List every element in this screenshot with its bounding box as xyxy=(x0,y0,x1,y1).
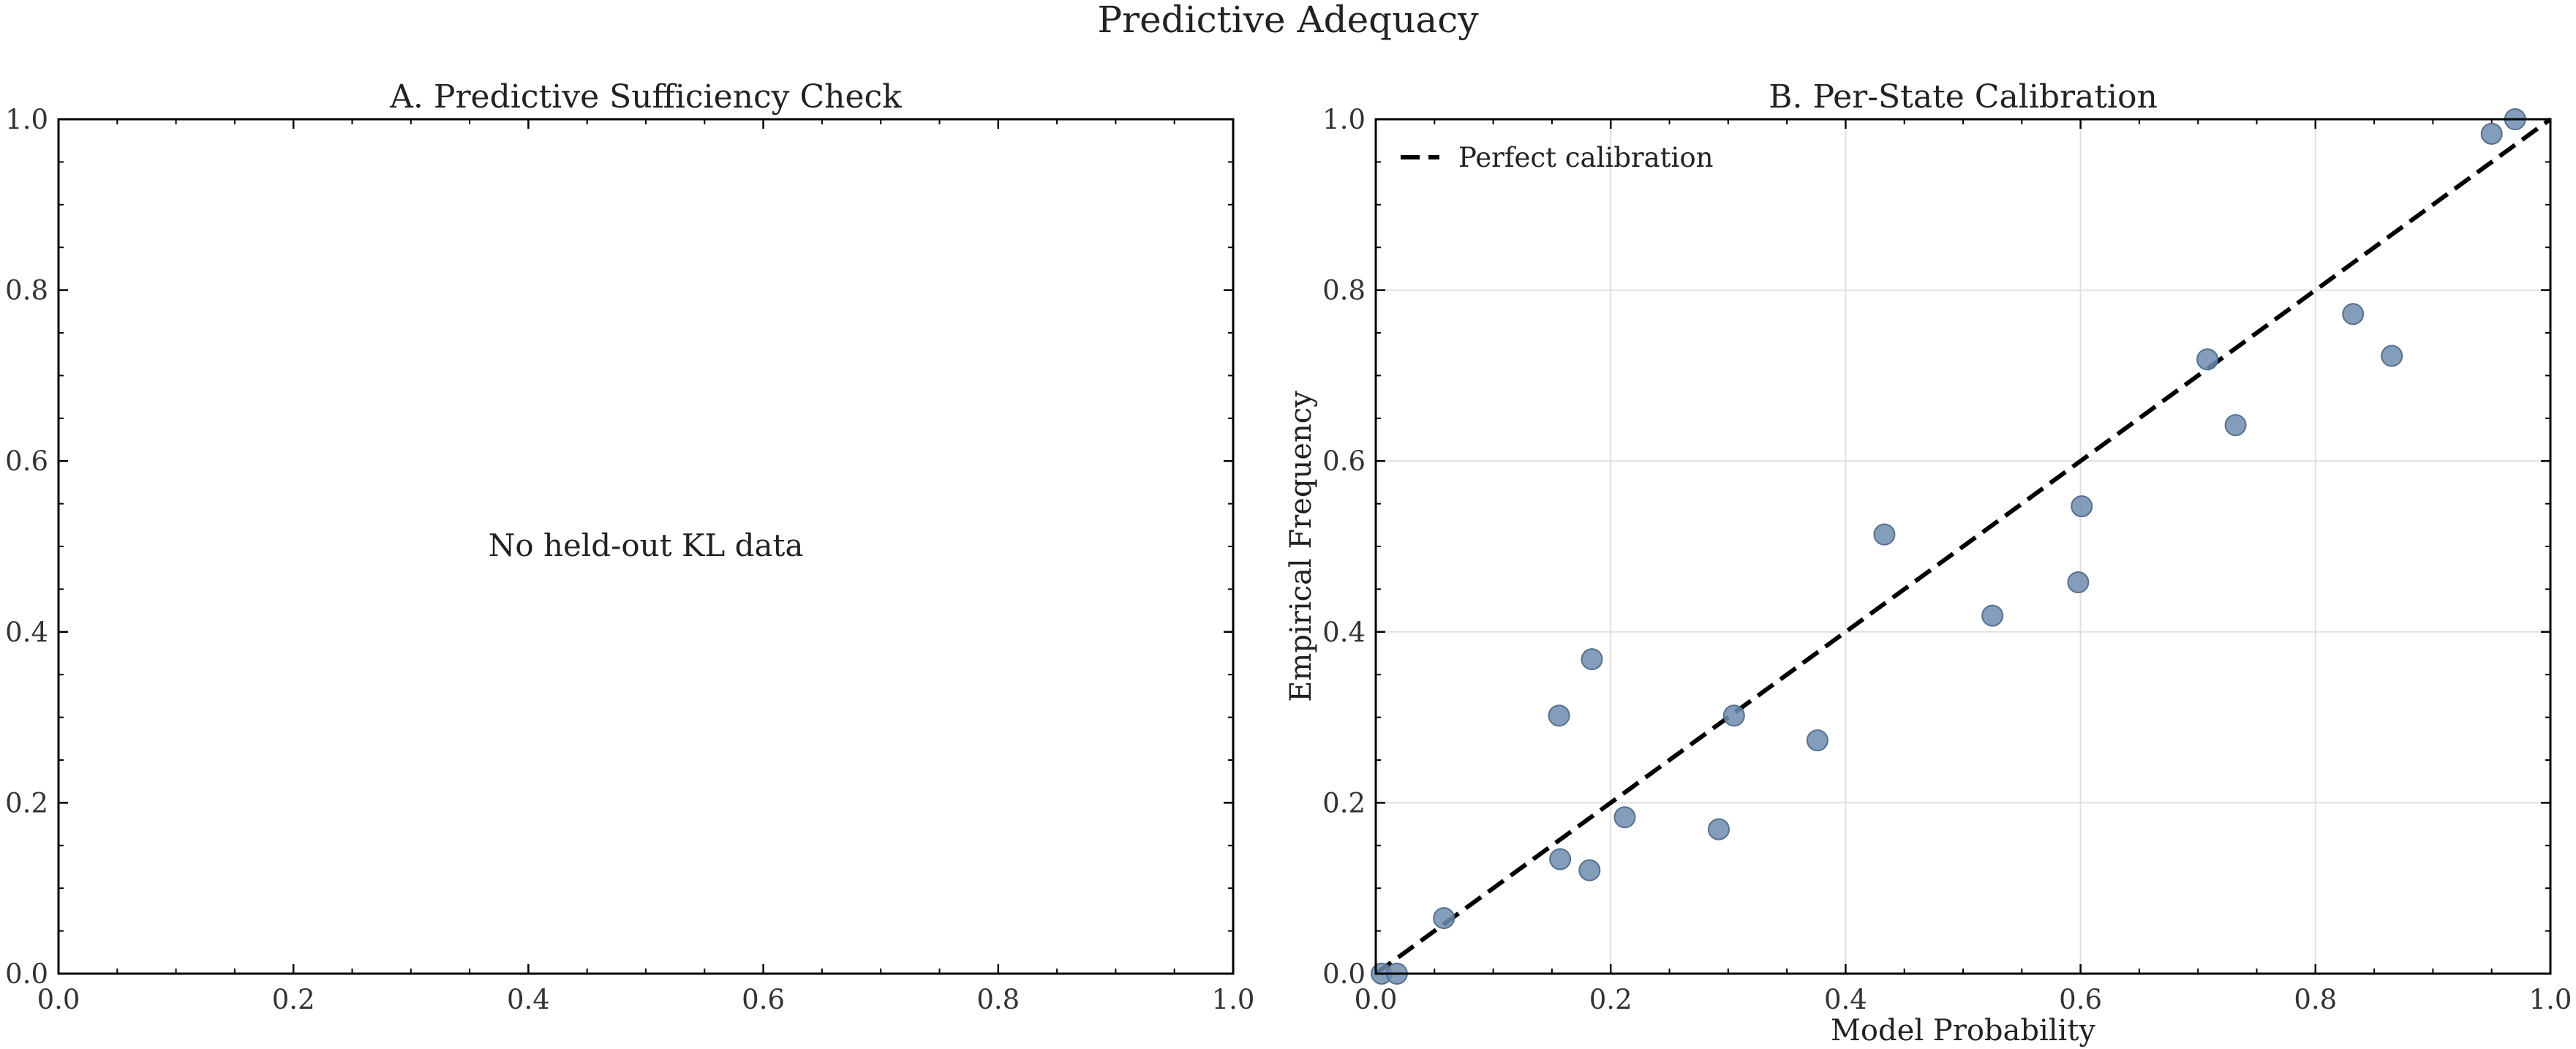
panel-a-xtick-label: 0.6 xyxy=(742,984,785,1015)
panel-a-xtick-label: 0.0 xyxy=(37,984,80,1015)
panel-a-ytick-label: 0.2 xyxy=(5,787,48,819)
perfect-calibration-line xyxy=(1374,117,2552,976)
calibration-point xyxy=(1433,907,1455,930)
calibration-point xyxy=(2071,495,2093,518)
panel-a-ytick-label: 0.6 xyxy=(5,445,48,477)
panel-a: A. Predictive Sufficiency Check 0.0 0.2 0.… xyxy=(5,78,1254,1015)
calibration-point xyxy=(1581,648,1603,671)
calibration-point xyxy=(1549,848,1572,871)
calibration-point xyxy=(2342,303,2365,326)
panel-a-xtick-label: 0.4 xyxy=(507,984,550,1015)
panel-a-title: A. Predictive Sufficiency Check xyxy=(389,78,902,116)
calibration-point xyxy=(1613,806,1636,829)
panel-b-xtick-label: 0.4 xyxy=(1824,984,1867,1015)
panel-b-ylabel: Empirical Frequency xyxy=(1284,391,1318,702)
panel-b-ticks: 0.0 0.2 0.4 0.6 0.8 1.0 0.0 0.2 0.4 0.6 0.8 1.0 xyxy=(1322,104,2572,1015)
calibration-point xyxy=(2067,571,2090,594)
panel-b-xtick-label: 0.6 xyxy=(2059,984,2102,1015)
calibration-point xyxy=(1722,704,1745,727)
calibration-point xyxy=(1548,704,1570,727)
panel-a-ticks: 0.0 0.2 0.4 0.6 0.8 1.0 0.0 0.2 0.4 0.6 0.8 1.0 xyxy=(5,104,1254,1015)
panel-b-grid xyxy=(1376,119,2550,974)
panel-b-ytick-label: 0.2 xyxy=(1322,787,1366,819)
panel-b-xlabel: Model Probability xyxy=(1831,1014,2095,1048)
calibration-point xyxy=(2381,345,2403,367)
legend-label: Perfect calibration xyxy=(1458,142,1713,173)
panel-b-xtick-label: 0.2 xyxy=(1589,984,1632,1015)
calibration-point xyxy=(2480,122,2503,145)
panel-b-xtick-label: 1.0 xyxy=(2529,984,2572,1015)
panel-b-frame xyxy=(1374,118,2552,975)
panel-a-ytick-label: 0.4 xyxy=(5,617,48,648)
calibration-point xyxy=(2196,348,2219,371)
panel-a-xtick-label: 1.0 xyxy=(1212,984,1255,1015)
panel-a-ytick-label: 0.8 xyxy=(5,275,48,307)
panel-b-ytick-label: 0.0 xyxy=(1322,958,1366,990)
panel-b-title: B. Per-State Calibration xyxy=(1769,78,2158,116)
panel-a-frame xyxy=(57,118,1235,975)
panel-a-xtick-label: 0.2 xyxy=(272,984,315,1015)
figure-title: Predictive Adequacy xyxy=(1098,0,1480,41)
calibration-point xyxy=(1578,859,1601,881)
panel-a-ytick-label: 1.0 xyxy=(5,104,48,135)
panel-a-annotation: No held-out KL data xyxy=(489,527,804,563)
calibration-points xyxy=(1371,108,2526,985)
calibration-point xyxy=(1806,729,1829,752)
panel-b-xtick-label: 0.0 xyxy=(1355,984,1398,1015)
panel-b-ytick-label: 1.0 xyxy=(1322,104,1366,135)
panel-b-ytick-label: 0.6 xyxy=(1322,445,1366,477)
panel-a-xtick-label: 0.8 xyxy=(976,984,1020,1015)
panel-b: B. Per-State Calibration 0.0 0.2 0.4 0.6 0.8… xyxy=(1284,78,2572,1048)
panel-a-ytick-label: 0.0 xyxy=(5,958,48,990)
panel-b-xtick-label: 0.8 xyxy=(2294,984,2337,1015)
legend: Perfect calibration xyxy=(1401,142,1713,173)
calibration-point xyxy=(1873,523,1896,546)
calibration-point xyxy=(1981,604,2004,627)
calibration-point xyxy=(2224,414,2247,437)
panel-b-ytick-label: 0.8 xyxy=(1322,275,1366,307)
panel-b-ytick-label: 0.4 xyxy=(1322,617,1366,648)
calibration-point xyxy=(1707,818,1730,841)
